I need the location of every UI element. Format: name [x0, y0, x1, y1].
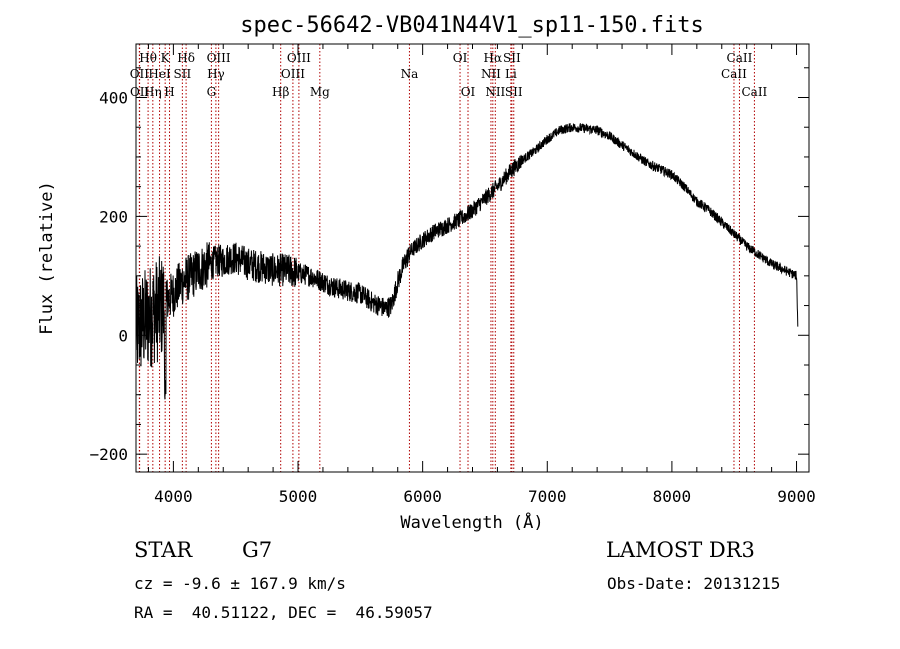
chart-title: spec-56642-VB041N44V1_sp11-150.fits [240, 13, 704, 38]
line-label-19: NII [481, 67, 501, 81]
line-label-12: Hβ [272, 85, 289, 99]
line-label-13: OIII [281, 67, 305, 81]
line-label-20: Hα [484, 51, 503, 65]
line-label-21: NII [485, 85, 505, 99]
line-label-23: Li [505, 67, 517, 81]
y-tick-label: −200 [89, 445, 128, 464]
axis-ticks [136, 44, 809, 472]
line-labels: HθOIIOIIHηHeIKHSIIHδGOIIIHγHβOIIIOIIIMgN… [130, 51, 768, 99]
line-label-10: OIII [207, 51, 231, 65]
line-label-16: Na [401, 67, 419, 81]
line-label-2: OII [130, 85, 150, 99]
x-tick-label: 8000 [653, 487, 692, 506]
line-label-22: SII [503, 51, 521, 65]
x-axis-label: Wavelength (Å) [400, 511, 543, 533]
line-label-25: CaII [721, 67, 747, 81]
line-markers [138, 44, 755, 472]
y-axis-label: Flux (relative) [37, 181, 57, 335]
line-label-15: Mg [310, 85, 330, 99]
line-label-27: CaII [741, 85, 767, 99]
x-tick-label: 7000 [528, 487, 567, 506]
line-label-6: H [164, 85, 174, 99]
line-label-18: OI [461, 85, 476, 99]
y-tick-label: 400 [99, 89, 128, 108]
line-label-14: OIII [287, 51, 311, 65]
coordinates-text: RA = 40.51122, DEC = 46.59057 [134, 603, 433, 622]
line-label-17: OI [453, 51, 468, 65]
obs-date: Obs-Date: 20131215 [607, 574, 781, 593]
survey-name: LAMOST DR3 [606, 538, 755, 562]
subclass: G7 [242, 538, 273, 562]
line-label-5: K [161, 51, 171, 65]
line-label-8: Hδ [177, 51, 195, 65]
line-label-4: HeI [148, 67, 171, 81]
line-label-3: Hη [144, 85, 162, 99]
x-tick-label: 5000 [279, 487, 318, 506]
object-class: STAR [134, 538, 193, 562]
line-label-26: CaII [727, 51, 753, 65]
x-tick-label: 6000 [403, 487, 442, 506]
line-label-24: SII [505, 85, 523, 99]
spectrum-line [135, 123, 799, 400]
x-tick-label: 4000 [154, 487, 193, 506]
line-label-11: Hγ [207, 67, 225, 81]
plot-frame [135, 43, 810, 473]
x-tick-label: 9000 [777, 487, 816, 506]
line-label-9: G [207, 85, 217, 99]
redshift-text: cz = -9.6 ± 167.9 km/s [134, 574, 346, 593]
line-label-1: OII [130, 67, 150, 81]
tick-labels: 4000 5000 6000 7000 8000 9000 −200 0 200 400 [89, 89, 815, 507]
y-tick-label: 0 [118, 326, 128, 345]
line-label-0: Hθ [139, 51, 157, 65]
y-tick-label: 200 [99, 207, 128, 226]
line-label-7: SII [174, 67, 192, 81]
